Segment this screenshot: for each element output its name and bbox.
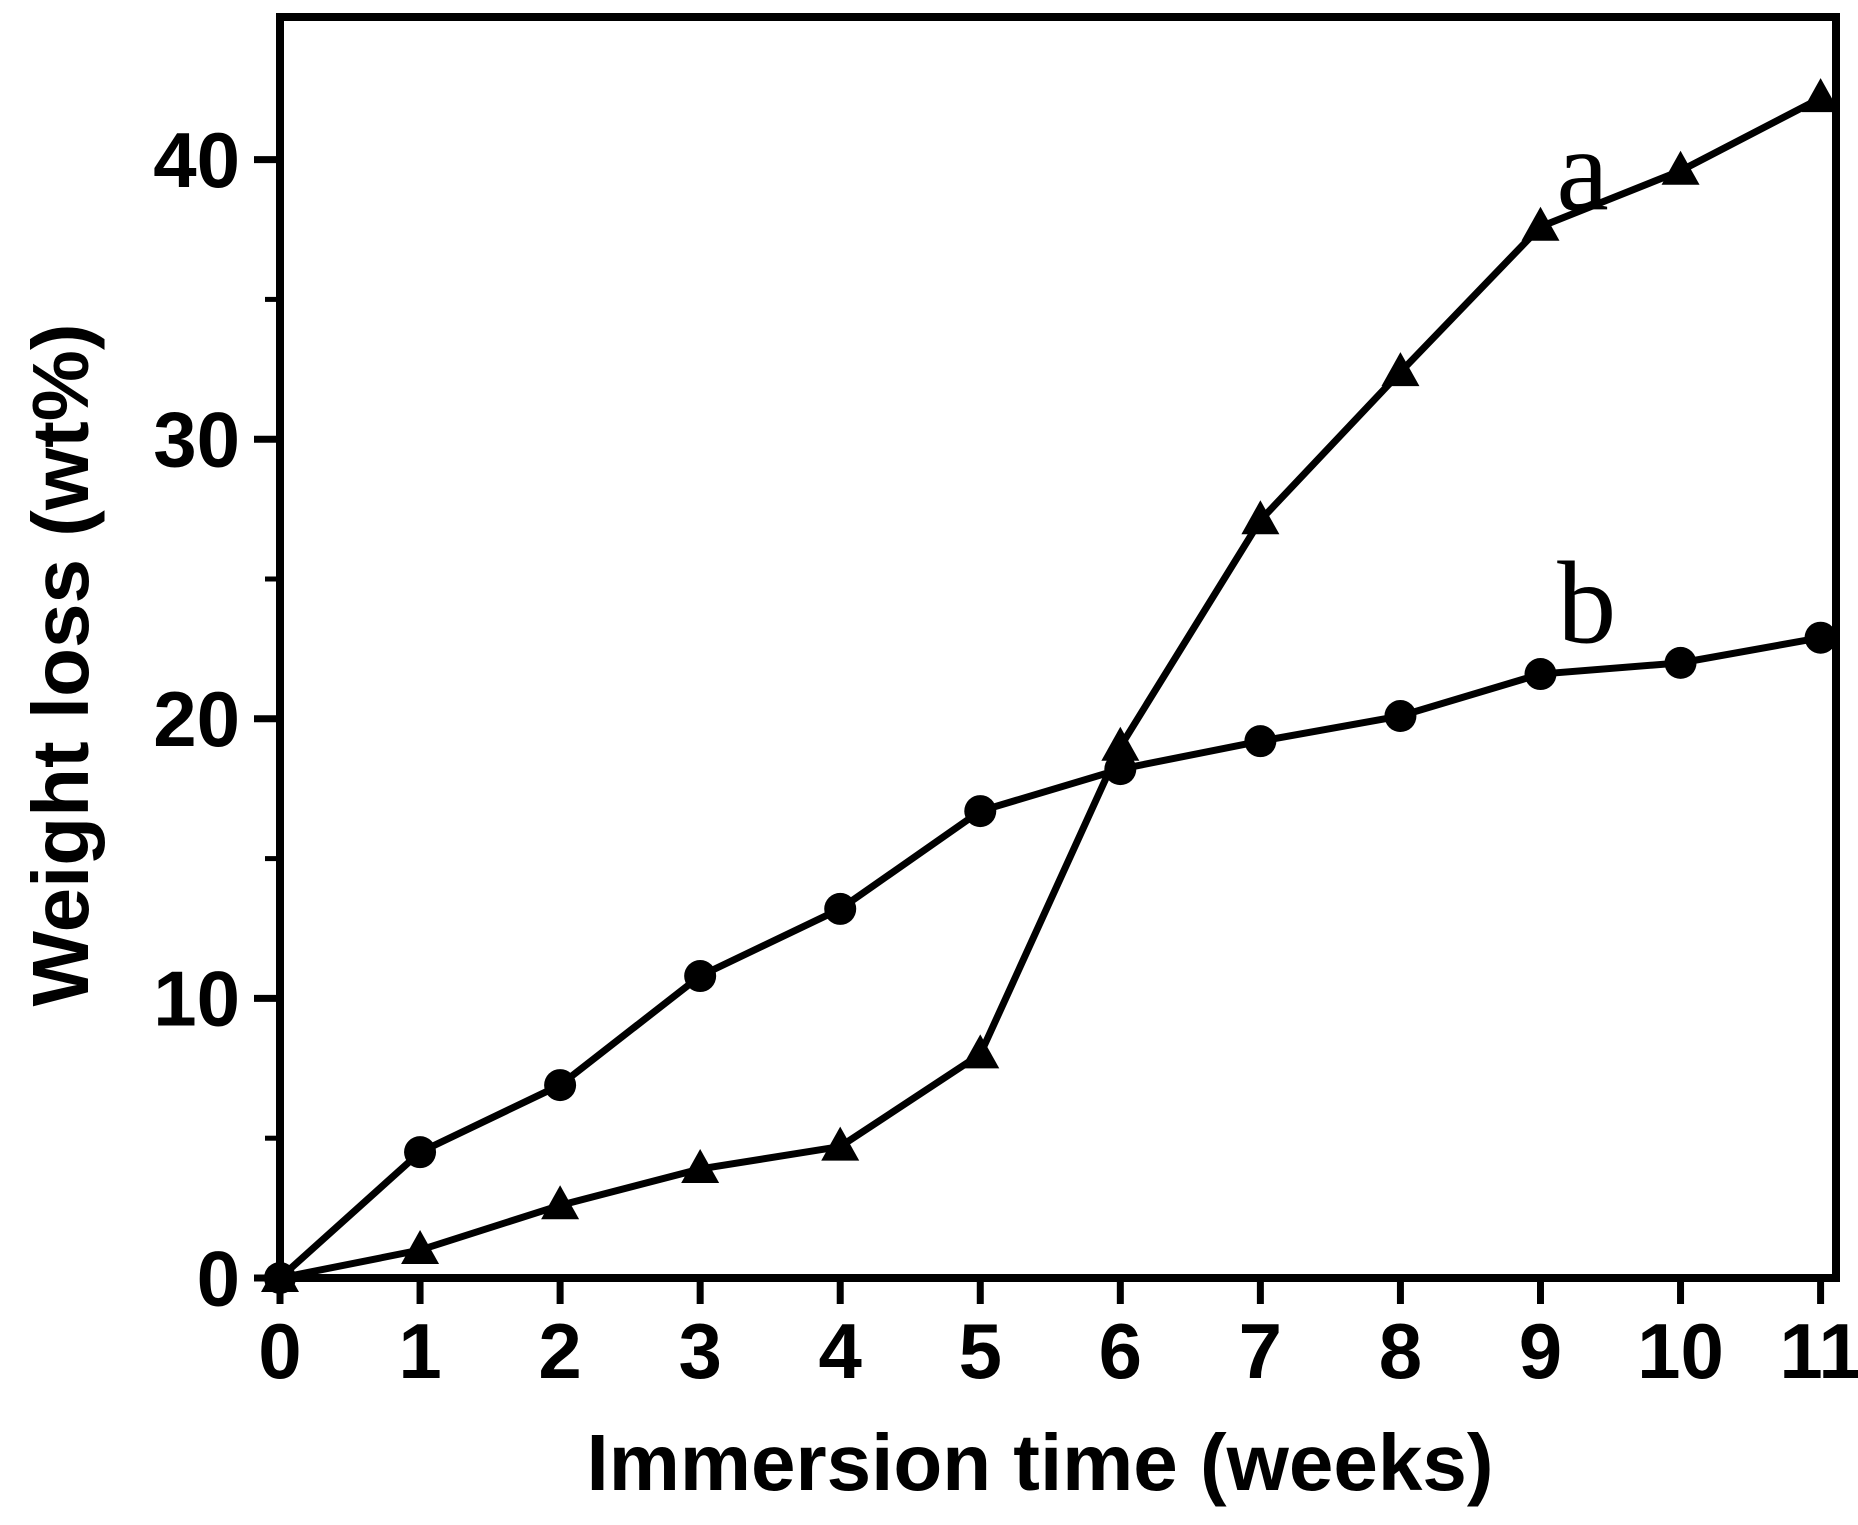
series-b-marker — [404, 1136, 437, 1169]
x-tick-label: 11 — [1779, 1307, 1858, 1395]
x-tick-label: 1 — [398, 1307, 441, 1395]
y-tick-label: 0 — [197, 1234, 240, 1322]
series-a-line — [279, 94, 1823, 1282]
series-b-marker — [964, 795, 997, 828]
x-tick-label: 8 — [1379, 1307, 1422, 1395]
plot-border — [276, 13, 1840, 1282]
series-b-marker — [1804, 621, 1837, 654]
y-axis-title: Weight loss (wt%) — [16, 324, 105, 1007]
series-a-marker — [1241, 500, 1280, 535]
x-tick-label: 4 — [819, 1307, 862, 1395]
y-tick-label: 20 — [153, 675, 240, 763]
series-a-marker — [1801, 78, 1840, 113]
x-tick-label: 5 — [959, 1307, 1002, 1395]
series-a-marker — [1521, 206, 1560, 241]
series-b-marker — [1664, 646, 1697, 679]
series-b-marker — [684, 960, 717, 993]
series-b-marker — [1384, 700, 1417, 733]
series-a-marker — [681, 1148, 720, 1183]
series-a-marker — [541, 1185, 580, 1220]
x-tick-label: 7 — [1239, 1307, 1282, 1395]
x-tick-label: 10 — [1637, 1307, 1724, 1395]
x-axis-title: Immersion time (weeks) — [587, 1418, 1494, 1507]
series-a-marker — [821, 1126, 860, 1161]
series-a-marker — [1381, 352, 1420, 387]
x-tick-label: 0 — [258, 1307, 301, 1395]
series-a-label: a — [1556, 104, 1608, 235]
series-b-marker — [824, 892, 857, 925]
series-b-label: b — [1557, 538, 1616, 669]
x-tick-label: 9 — [1519, 1307, 1562, 1395]
series-b-marker — [1244, 725, 1277, 758]
series-a-marker — [1661, 150, 1700, 185]
series-b-marker — [264, 1262, 296, 1294]
series-b-marker — [1524, 658, 1557, 691]
x-tick-label: 6 — [1099, 1307, 1142, 1395]
y-tick-label: 10 — [153, 955, 240, 1043]
y-tick-label: 40 — [153, 116, 240, 204]
plot-area: 0 10 20 30 40 0 1 2 3 4 5 6 7 8 9 10 11 a b — [153, 13, 1858, 1395]
x-tick-label: 3 — [678, 1307, 721, 1395]
series-b-line — [277, 634, 1822, 1281]
series-a-marker — [401, 1230, 440, 1265]
series-b-marker — [544, 1069, 577, 1102]
x-tick-label: 2 — [538, 1307, 581, 1395]
y-tick-label: 30 — [153, 395, 240, 483]
series-a-marker — [1101, 726, 1140, 761]
series-b-marker — [1104, 753, 1137, 786]
series-a-marker — [961, 1034, 1000, 1069]
